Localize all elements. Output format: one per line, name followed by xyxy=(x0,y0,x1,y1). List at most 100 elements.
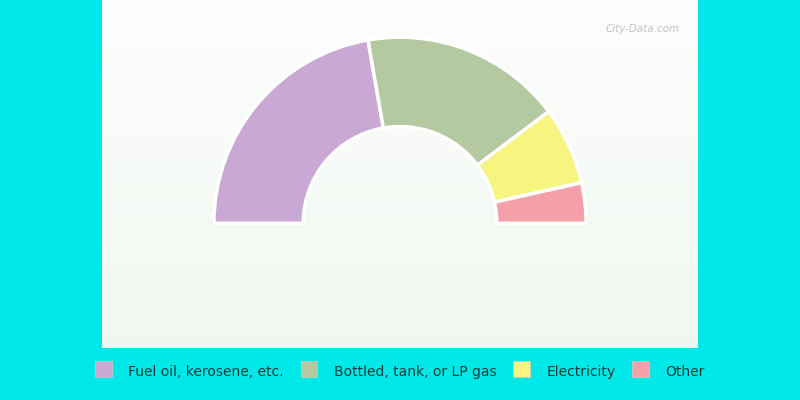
Bar xyxy=(102,197,698,200)
Bar xyxy=(102,160,698,162)
Wedge shape xyxy=(494,183,586,223)
Bar xyxy=(102,278,698,281)
Bar xyxy=(102,252,698,255)
Bar xyxy=(102,61,698,64)
Bar xyxy=(102,49,698,52)
Bar xyxy=(102,38,698,41)
Bar xyxy=(102,20,698,23)
Bar xyxy=(102,102,698,104)
Bar xyxy=(102,35,698,38)
Bar xyxy=(102,235,698,238)
Bar xyxy=(102,67,698,70)
Bar xyxy=(102,250,698,252)
Bar xyxy=(102,90,698,93)
Bar xyxy=(102,290,698,293)
Bar xyxy=(102,162,698,165)
Bar xyxy=(102,218,698,220)
Bar xyxy=(102,308,698,310)
Bar xyxy=(102,316,698,319)
Bar xyxy=(102,304,698,308)
Bar xyxy=(102,302,698,304)
Bar xyxy=(102,93,698,96)
Bar xyxy=(102,128,698,130)
Bar xyxy=(102,258,698,261)
Bar xyxy=(102,339,698,342)
Bar xyxy=(102,174,698,177)
Bar xyxy=(102,151,698,154)
Bar xyxy=(102,180,698,183)
Bar xyxy=(102,177,698,180)
Bar xyxy=(102,134,698,136)
Bar xyxy=(102,310,698,313)
Bar xyxy=(102,64,698,67)
Bar xyxy=(102,232,698,235)
Legend: Fuel oil, kerosene, etc., Bottled, tank, or LP gas, Electricity, Other: Fuel oil, kerosene, etc., Bottled, tank,… xyxy=(90,360,710,384)
Bar xyxy=(102,244,698,246)
Bar xyxy=(102,168,698,171)
Bar xyxy=(102,136,698,139)
Bar xyxy=(102,148,698,151)
Bar xyxy=(102,6,698,9)
Bar xyxy=(102,154,698,157)
Bar xyxy=(102,328,698,330)
Bar xyxy=(102,99,698,102)
Bar xyxy=(102,14,698,18)
Bar xyxy=(102,261,698,264)
Bar xyxy=(102,226,698,229)
Bar xyxy=(102,29,698,32)
Bar xyxy=(102,113,698,116)
Bar xyxy=(102,110,698,113)
Bar xyxy=(102,220,698,223)
Bar xyxy=(102,183,698,186)
Bar xyxy=(102,330,698,334)
Bar xyxy=(102,200,698,203)
Bar xyxy=(102,96,698,98)
Bar xyxy=(102,9,698,12)
Bar xyxy=(102,299,698,302)
Bar xyxy=(102,142,698,145)
Bar xyxy=(102,203,698,206)
Bar xyxy=(102,255,698,258)
Bar xyxy=(102,145,698,148)
Wedge shape xyxy=(368,37,549,165)
Bar xyxy=(102,273,698,276)
Bar xyxy=(102,319,698,322)
Bar xyxy=(102,223,698,226)
Bar xyxy=(102,41,698,44)
Bar xyxy=(102,212,698,214)
Bar xyxy=(102,194,698,197)
Bar xyxy=(102,165,698,168)
Bar xyxy=(102,267,698,270)
Bar xyxy=(102,107,698,110)
Bar xyxy=(102,293,698,296)
Bar xyxy=(102,325,698,328)
Bar xyxy=(102,156,698,160)
Bar xyxy=(102,84,698,87)
Bar xyxy=(102,171,698,174)
Bar xyxy=(102,104,698,107)
Bar xyxy=(102,70,698,72)
Bar xyxy=(102,209,698,212)
Bar xyxy=(102,345,698,348)
Bar xyxy=(102,276,698,278)
Bar xyxy=(102,206,698,209)
Bar xyxy=(102,78,698,81)
Bar xyxy=(102,3,698,6)
Bar xyxy=(102,281,698,284)
Bar xyxy=(102,122,698,125)
Bar xyxy=(102,229,698,232)
Bar xyxy=(102,270,698,273)
Bar xyxy=(102,81,698,84)
Bar xyxy=(102,58,698,61)
Bar xyxy=(102,0,698,3)
Bar xyxy=(102,125,698,128)
Bar xyxy=(102,116,698,119)
Bar xyxy=(102,246,698,250)
Bar xyxy=(102,342,698,345)
Wedge shape xyxy=(478,112,582,202)
Bar xyxy=(102,23,698,26)
Bar xyxy=(102,119,698,122)
Bar xyxy=(102,188,698,192)
Bar xyxy=(102,55,698,58)
Bar xyxy=(102,44,698,46)
